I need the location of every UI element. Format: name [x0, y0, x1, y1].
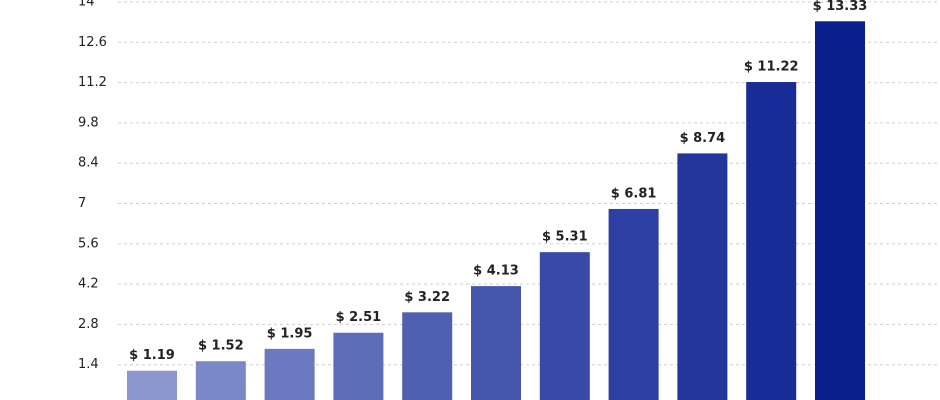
value-label: $ 3.22: [404, 290, 450, 305]
value-label: $ 1.19: [129, 348, 175, 363]
bar: [746, 82, 797, 400]
bar: [195, 361, 246, 400]
y-tick-label: 12.6: [78, 35, 107, 50]
y-tick-label: 9.8: [78, 115, 99, 130]
bar: [264, 348, 315, 400]
y-tick-label: 2.8: [78, 317, 99, 332]
value-label: $ 4.13: [473, 264, 519, 279]
value-label: $ 5.31: [542, 230, 588, 245]
y-tick-label: 14: [78, 0, 95, 10]
bar: [127, 370, 177, 400]
y-tick-label: 7: [78, 196, 86, 211]
value-label: $ 13.33: [813, 0, 868, 14]
value-label: $ 8.74: [680, 131, 726, 146]
bar: [539, 252, 590, 400]
value-label: $ 11.22: [744, 60, 799, 75]
value-label: $ 2.51: [336, 310, 382, 325]
y-tick-label: 11.2: [78, 75, 107, 90]
value-label: $ 1.52: [198, 339, 244, 354]
bar: [402, 312, 453, 400]
y-tick-label: 5.6: [78, 236, 99, 251]
value-label: $ 1.95: [267, 326, 313, 341]
y-tick-label: 8.4: [78, 156, 99, 171]
bar: [677, 153, 728, 400]
y-tick-label: 1.4: [78, 357, 99, 372]
bar: [608, 208, 659, 400]
y-tick-label: 4.2: [78, 277, 99, 292]
bar: [471, 286, 521, 400]
value-label: $ 6.81: [611, 186, 657, 201]
bar: [815, 21, 865, 400]
bar: [333, 332, 384, 400]
